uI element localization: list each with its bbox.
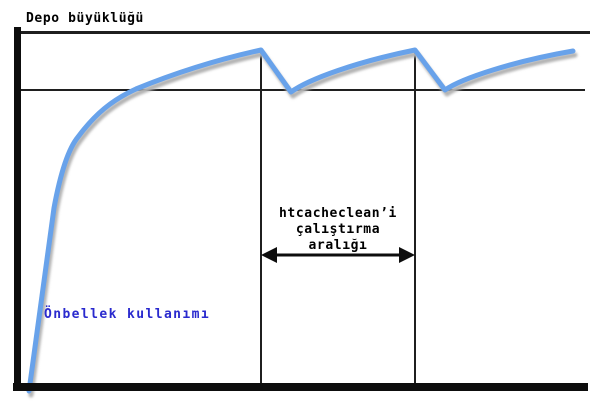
curve-label: Önbellek kullanımı bbox=[44, 307, 211, 322]
interval-label-line-1: htcacheclean’i bbox=[279, 206, 397, 221]
x-axis bbox=[13, 383, 588, 391]
cache-usage-curve bbox=[26, 47, 576, 394]
cache-usage-curve-shadow bbox=[28, 51, 578, 398]
interval-arrow-right-head bbox=[399, 247, 415, 263]
y-axis bbox=[14, 27, 21, 391]
interval-label-line-3: aralığı bbox=[308, 238, 368, 253]
interval-arrow-left-head bbox=[261, 247, 277, 263]
chart-title: Depo büyüklüğü bbox=[26, 11, 144, 26]
interval-label-line-2: çalıştırma bbox=[295, 222, 381, 237]
storage-limit-line bbox=[20, 31, 590, 34]
cleanup-run-line-1 bbox=[260, 50, 262, 383]
interval-label: htcacheclean’i çalıştırma aralığı bbox=[261, 206, 415, 254]
cleanup-run-line-2 bbox=[414, 50, 416, 383]
